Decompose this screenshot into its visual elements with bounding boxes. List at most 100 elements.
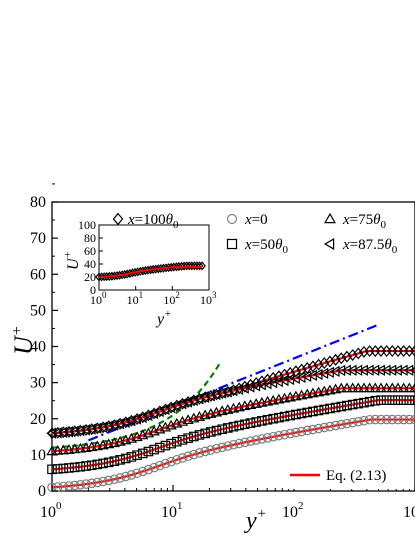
y-axis-title: U+ xyxy=(9,325,38,355)
y-tick-label: 0 xyxy=(38,483,46,500)
marker-x87_5 xyxy=(403,364,414,376)
legend-marker-triangle-left xyxy=(323,238,335,250)
marker-x50 xyxy=(160,440,171,451)
inset-x-axis-title: y+ xyxy=(155,308,172,328)
marker-x50 xyxy=(137,448,148,459)
marker-x100 xyxy=(166,401,177,414)
marker-x100 xyxy=(217,387,228,400)
marker-x0 xyxy=(359,415,369,426)
y-tick-label: 60 xyxy=(30,266,46,283)
marker-x50 xyxy=(211,425,222,436)
marker-x0 xyxy=(285,428,296,439)
marker-x50 xyxy=(109,456,120,466)
marker-x50 xyxy=(387,395,398,405)
marker-x0 xyxy=(166,456,176,467)
marker-x50 xyxy=(245,418,256,428)
inset-marker xyxy=(97,272,106,282)
marker-x50 xyxy=(330,402,341,413)
marker-x50 xyxy=(268,413,279,424)
marker-x100 xyxy=(126,414,137,427)
marker-x87_5 xyxy=(346,364,357,376)
marker-x100 xyxy=(171,399,182,412)
marker-x0 xyxy=(393,414,403,425)
marker-x0 xyxy=(154,460,165,471)
marker-x50 xyxy=(64,463,74,473)
marker-x87_5 xyxy=(392,364,402,376)
marker-x0 xyxy=(103,475,114,486)
marker-x75 xyxy=(52,445,64,455)
marker-x0 xyxy=(211,443,222,454)
marker-x87_5 xyxy=(51,427,62,439)
marker-x0 xyxy=(228,439,239,450)
marker-x75 xyxy=(352,382,364,393)
marker-x0 xyxy=(330,420,341,431)
x-tick-label: 100 xyxy=(40,500,62,521)
marker-x50 xyxy=(296,408,307,419)
marker-x100 xyxy=(205,389,216,402)
y-tick-label: 40 xyxy=(30,339,46,356)
marker-x50 xyxy=(325,403,335,414)
marker-x50 xyxy=(291,409,301,420)
marker-x0 xyxy=(98,476,108,487)
marker-x100 xyxy=(177,397,188,410)
marker-x100 xyxy=(194,392,205,405)
marker-x100 xyxy=(143,409,154,422)
marker-x100 xyxy=(262,373,273,386)
marker-x100 xyxy=(183,396,194,409)
marker-x50 xyxy=(308,406,318,417)
marker-x0 xyxy=(149,462,159,473)
marker-x87_5 xyxy=(57,426,68,438)
marker-x0 xyxy=(132,468,142,479)
marker-x100 xyxy=(347,349,358,362)
marker-x0 xyxy=(376,414,386,425)
inset-marker xyxy=(190,261,199,271)
inset-frame xyxy=(98,224,210,291)
inset-y-axis-title: U+ xyxy=(62,251,82,270)
marker-x75 xyxy=(369,382,381,393)
log-law-line xyxy=(88,323,379,442)
marker-x50 xyxy=(132,450,142,461)
marker-x100 xyxy=(324,355,335,368)
marker-x87_5 xyxy=(68,425,79,437)
marker-x50 xyxy=(364,396,375,407)
legend-label-x87-5: x=87.5θ0 xyxy=(342,237,398,256)
marker-x50 xyxy=(274,412,284,423)
marker-x50 xyxy=(319,404,330,415)
marker-x50 xyxy=(285,410,296,421)
x-tick-label: 102 xyxy=(282,500,304,521)
marker-x100 xyxy=(188,394,199,407)
marker-x0 xyxy=(319,422,330,433)
marker-x100 xyxy=(319,357,330,370)
marker-x0 xyxy=(177,453,188,463)
inset-y-tick-label: 20 xyxy=(84,270,96,284)
marker-x0 xyxy=(137,466,148,477)
marker-x0 xyxy=(206,445,216,455)
marker-x50 xyxy=(188,431,199,442)
marker-x50 xyxy=(154,442,165,453)
marker-x0 xyxy=(200,446,210,457)
marker-x100 xyxy=(98,421,109,434)
legend-marker-circle xyxy=(226,213,238,225)
marker-x50 xyxy=(126,452,137,462)
marker-x50 xyxy=(149,444,159,455)
marker-x0 xyxy=(347,417,358,428)
marker-x100 xyxy=(273,370,284,383)
marker-x50 xyxy=(171,436,182,447)
marker-x75 xyxy=(358,382,370,393)
inset-x-tick-label: 100 xyxy=(90,290,107,307)
marker-x50 xyxy=(359,397,369,408)
marker-x0 xyxy=(234,438,244,449)
marker-x0 xyxy=(240,437,250,448)
marker-x0 xyxy=(217,442,227,453)
marker-x50 xyxy=(342,400,352,411)
legend-marker-triangle-up xyxy=(324,212,336,224)
legend-label-x0: x=0 xyxy=(244,212,268,228)
marker-x87_5 xyxy=(369,364,380,376)
marker-x75 xyxy=(403,382,415,393)
marker-x0 xyxy=(274,430,284,441)
marker-x75 xyxy=(63,444,75,454)
x-axis-title: y+ xyxy=(244,506,267,534)
inset-y-tick-label: 0 xyxy=(90,283,96,297)
marker-x0 xyxy=(92,477,103,488)
